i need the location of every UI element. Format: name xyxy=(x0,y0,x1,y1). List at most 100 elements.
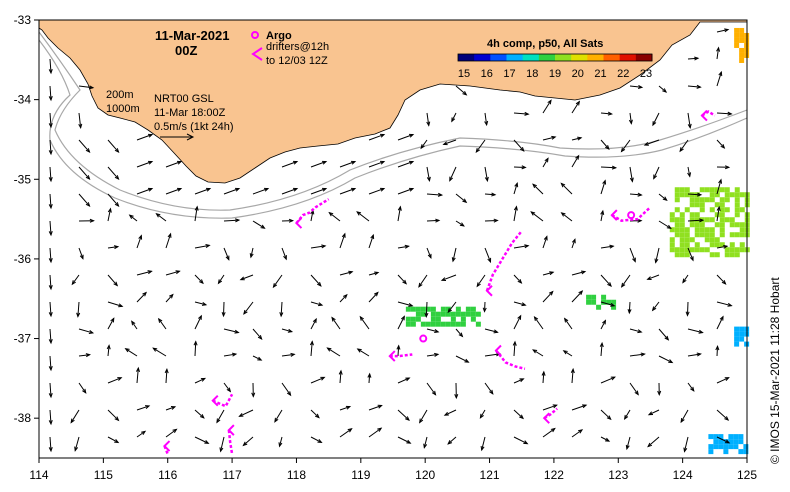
sst-pixel xyxy=(734,32,740,38)
argo-legend-icon xyxy=(251,31,259,39)
y-tick-label: -34 xyxy=(14,93,32,107)
sst-pixel xyxy=(733,434,739,440)
sst-pixel xyxy=(684,207,690,213)
sst-pixel xyxy=(739,326,745,332)
current-arrow xyxy=(716,46,721,60)
sst-pixel xyxy=(420,311,426,317)
current-arrow xyxy=(107,436,120,444)
current-arrow xyxy=(107,207,112,222)
colorbar-swatch xyxy=(506,54,524,61)
sst-pixel xyxy=(410,321,416,327)
sst-pixel xyxy=(709,227,715,233)
sst-pixel xyxy=(669,217,675,223)
sst-pixel xyxy=(689,217,695,223)
current-arrow xyxy=(397,133,415,141)
current-arrow xyxy=(310,436,323,444)
x-tick-label: 122 xyxy=(544,468,564,482)
current-arrow xyxy=(562,350,573,357)
sst-pixel xyxy=(674,192,680,198)
current-arrow xyxy=(48,193,53,210)
current-arrow xyxy=(223,218,241,223)
product-label: NRT00 GSL xyxy=(154,93,214,105)
current-arrow xyxy=(165,428,178,438)
x-tick-label: 119 xyxy=(351,468,370,482)
current-arrow xyxy=(643,139,660,146)
current-arrow xyxy=(484,166,489,183)
sst-pixel xyxy=(709,197,715,203)
x-tick-label: 115 xyxy=(94,468,113,482)
current-arrow xyxy=(629,192,643,197)
sst-pixel xyxy=(415,306,421,312)
sst-pixel xyxy=(724,217,730,223)
current-arrow xyxy=(423,436,428,449)
colorbar-swatch xyxy=(635,54,653,61)
x-tick-label: 125 xyxy=(737,468,757,482)
sst-pixel xyxy=(591,299,597,305)
current-arrow xyxy=(484,382,494,395)
current-arrow xyxy=(451,112,457,123)
drifter-track xyxy=(485,230,523,297)
sst-pixel xyxy=(728,434,734,440)
current-arrow xyxy=(223,382,232,393)
current-arrow xyxy=(680,409,689,424)
current-arrow xyxy=(532,349,544,357)
sst-pixel xyxy=(739,336,745,342)
current-arrow xyxy=(651,301,660,312)
current-arrow xyxy=(600,376,616,384)
sst-pixel xyxy=(713,439,719,445)
sst-pixel xyxy=(704,197,710,203)
sst-pixel xyxy=(684,247,690,253)
current-arrow xyxy=(484,112,489,127)
current-arrow xyxy=(368,404,383,411)
sst-pixel xyxy=(709,207,715,213)
sst-pixel xyxy=(734,341,740,347)
sst-pixel xyxy=(440,306,446,312)
sst-pixel xyxy=(405,321,411,327)
sst-pixel xyxy=(684,232,690,238)
sst-pixel xyxy=(460,311,466,317)
sst-pixel xyxy=(739,242,745,248)
current-arrow xyxy=(152,347,167,357)
current-arrow xyxy=(600,274,612,287)
current-arrow xyxy=(532,183,544,195)
sst-pixel xyxy=(723,449,729,455)
current-arrow xyxy=(600,209,605,222)
sst-pixel xyxy=(719,202,725,208)
colorbar-frame xyxy=(457,53,653,62)
current-arrow xyxy=(571,429,584,438)
current-arrow xyxy=(654,247,660,264)
current-arrow xyxy=(716,244,729,249)
current-arrow xyxy=(716,139,726,149)
sst-pixel xyxy=(729,242,735,248)
current-arrow xyxy=(368,187,386,195)
current-arrow xyxy=(682,274,689,284)
current-arrow xyxy=(239,274,254,281)
current-arrow xyxy=(194,187,212,195)
current-arrow xyxy=(78,353,92,358)
sst-pixel xyxy=(724,207,730,213)
current-arrow xyxy=(600,179,607,195)
current-arrow xyxy=(513,314,522,330)
depth-contours xyxy=(38,31,748,219)
current-arrow xyxy=(600,319,607,330)
sst-pixel xyxy=(684,227,690,233)
sst-pixel xyxy=(719,232,725,238)
current-arrow xyxy=(397,377,411,384)
current-arrow xyxy=(623,409,631,420)
current-arrow xyxy=(48,58,53,75)
x-tick-label: 117 xyxy=(223,468,242,482)
current-arrow xyxy=(216,409,225,424)
colorbar-tick-label: 18 xyxy=(526,68,538,80)
current-arrow xyxy=(223,352,238,357)
current-arrow xyxy=(48,301,53,318)
current-arrow xyxy=(542,157,549,168)
sst-pixel xyxy=(729,252,735,258)
current-arrow xyxy=(194,436,210,444)
sst-pixel xyxy=(734,232,740,238)
sst-pixel xyxy=(699,207,705,213)
current-arrow xyxy=(194,205,199,222)
sst-pixel xyxy=(674,207,680,213)
sst-pixel xyxy=(679,252,685,258)
sst-pixel xyxy=(445,311,451,317)
current-arrow xyxy=(513,165,527,170)
